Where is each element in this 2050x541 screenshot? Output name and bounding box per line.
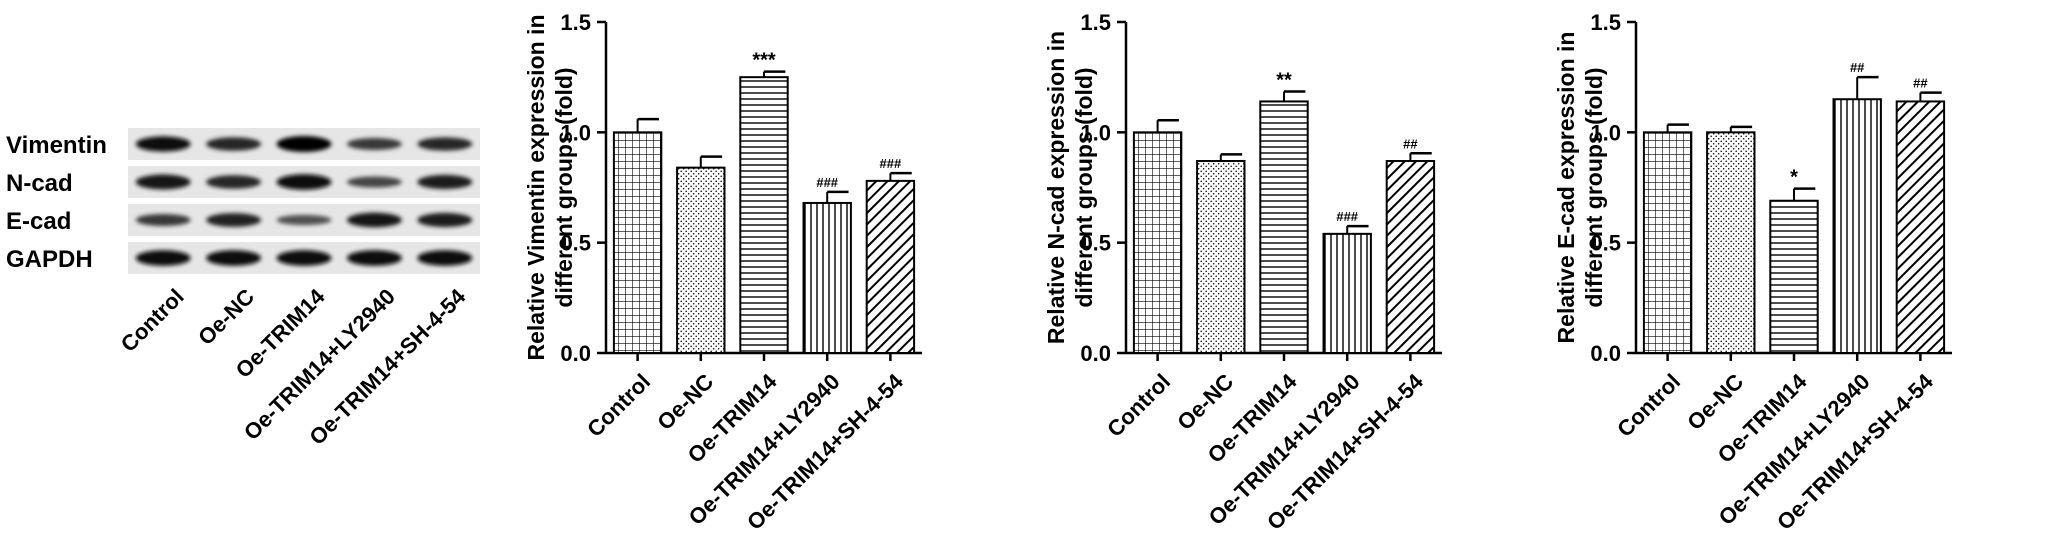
- bar-control: [1132, 131, 1183, 354]
- blot-band-n-cad-oe-trim14: [276, 174, 332, 190]
- y-tick-label: 1.5: [1080, 10, 1111, 35]
- bar-oe-trim14-sh-4-54: [1895, 100, 1946, 354]
- blot-row-label-n-cad: N-cad: [6, 170, 73, 197]
- y-tick-label: 1.0: [560, 120, 591, 145]
- x-tick-label-control: Control: [1102, 369, 1175, 442]
- bar-oe-nc: [1196, 160, 1246, 354]
- vimentin-chart: Relative Vimentin expression indifferent…: [520, 0, 1020, 536]
- bar-oe-trim14: [739, 76, 789, 355]
- significance-label-oe-trim14: **: [1276, 70, 1292, 92]
- blot-row-label-gapdh: GAPDH: [6, 246, 93, 273]
- bar-oe-trim14-sh-4-54: [1385, 160, 1436, 354]
- y-tick-label: 0.0: [1590, 341, 1621, 366]
- bar-oe-nc: [1706, 131, 1756, 354]
- significance-label-oe-trim14: *: [1790, 167, 1798, 189]
- blot-band-gapdh-control: [135, 250, 191, 266]
- blot-band-gapdh-oe-trim14-ly2940: [346, 250, 402, 266]
- blot-band-vimentin-oe-nc: [206, 137, 262, 151]
- x-tick-label-control: Control: [582, 369, 655, 442]
- blot-band-e-cad-oe-nc: [206, 213, 262, 227]
- blot-band-vimentin-oe-trim14-ly2940: [346, 138, 402, 150]
- blot-row-label-e-cad: E-cad: [6, 208, 71, 235]
- y-tick-label: 0.5: [1590, 231, 1621, 256]
- bar-control: [1642, 131, 1693, 354]
- blot-band-n-cad-oe-trim14-ly2940: [346, 176, 402, 188]
- western-blot-panel: Vimentin N-cad E-cad GAPDH Control Oe-NC Oe-TR…: [0, 0, 500, 536]
- blot-band-e-cad-oe-trim14: [276, 214, 332, 226]
- blot-band-e-cad-control: [135, 214, 191, 226]
- bar-oe-trim14-ly2940: [802, 201, 852, 354]
- blot-lane-label-control: Control: [116, 284, 189, 357]
- blot-lane-label-oe-nc: Oe-NC: [193, 284, 259, 350]
- blot-band-gapdh-oe-nc: [206, 250, 262, 266]
- blot-band-e-cad-oe-trim14-ly2940: [346, 212, 402, 228]
- y-tick-label: 1.0: [1080, 120, 1111, 145]
- significance-label-oe-trim14-sh-4-54: ###: [880, 156, 902, 171]
- y-tick-label: 1.5: [560, 10, 591, 35]
- ncad-chart: Relative N-cad expression indifferent gr…: [1040, 0, 1540, 536]
- significance-label-oe-trim14-ly2940: ##: [1850, 60, 1865, 75]
- y-tick-label: 0.5: [560, 231, 591, 256]
- significance-label-oe-trim14: ***: [752, 50, 776, 72]
- blot-band-gapdh-oe-trim14-sh-4-54: [417, 250, 473, 266]
- blot-band-n-cad-oe-nc: [206, 175, 262, 189]
- significance-label-oe-trim14-sh-4-54: ##: [1913, 76, 1928, 91]
- bar-oe-trim14: [1769, 199, 1819, 354]
- bar-oe-nc: [676, 166, 726, 354]
- blot-band-gapdh-oe-trim14: [276, 250, 332, 266]
- bar-oe-trim14-sh-4-54: [865, 179, 916, 354]
- y-axis-label: Relative E-cad expression indifferent gr…: [1553, 32, 1607, 344]
- blot-band-vimentin-control: [135, 136, 191, 152]
- significance-label-oe-trim14-ly2940: ###: [1336, 209, 1358, 224]
- y-axis-label: Relative Vimentin expression indifferent…: [523, 15, 577, 361]
- blot-row-label-vimentin: Vimentin: [6, 132, 107, 159]
- significance-label-oe-trim14-ly2940: ###: [816, 175, 838, 190]
- y-tick-label: 0.5: [1080, 231, 1111, 256]
- bar-oe-trim14-ly2940: [1832, 98, 1882, 354]
- y-tick-label: 1.5: [1590, 10, 1621, 35]
- y-tick-label: 0.0: [560, 341, 591, 366]
- significance-label-oe-trim14-sh-4-54: ##: [1403, 136, 1418, 151]
- blot-band-e-cad-oe-trim14-sh-4-54: [417, 212, 473, 228]
- y-tick-label: 1.0: [1590, 120, 1621, 145]
- blot-band-n-cad-oe-trim14-sh-4-54: [417, 174, 473, 190]
- ecad-chart: Relative E-cad expression indifferent gr…: [1550, 0, 2050, 536]
- blot-band-vimentin-oe-trim14-sh-4-54: [417, 137, 473, 151]
- x-tick-label-control: Control: [1612, 369, 1685, 442]
- bar-oe-trim14: [1259, 100, 1309, 354]
- y-axis-label: Relative N-cad expression indifferent gr…: [1043, 31, 1097, 344]
- ncad-chart-svg: Relative N-cad expression indifferent gr…: [1043, 10, 1442, 535]
- vimentin-chart-svg: Relative Vimentin expression indifferent…: [523, 10, 922, 535]
- blot-band-n-cad-control: [135, 174, 191, 190]
- ecad-chart-svg: Relative E-cad expression indifferent gr…: [1553, 10, 1952, 535]
- y-tick-label: 0.0: [1080, 341, 1111, 366]
- bar-control: [612, 131, 663, 354]
- blot-band-vimentin-oe-trim14: [276, 136, 332, 152]
- bar-oe-trim14-ly2940: [1322, 232, 1372, 354]
